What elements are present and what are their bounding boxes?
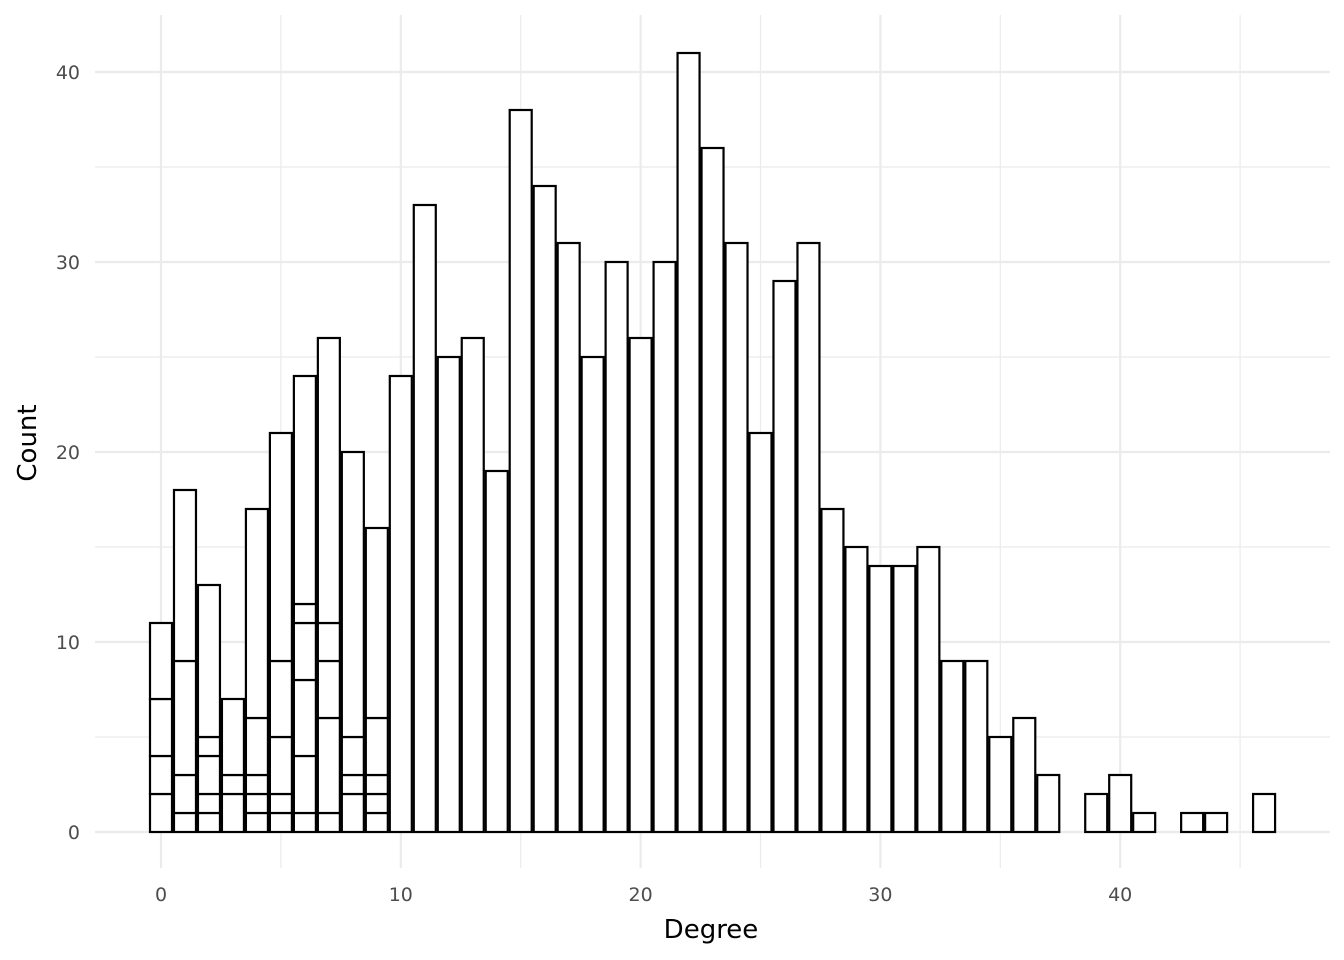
histogram-bar [172, 773, 198, 815]
histogram-bar [652, 260, 677, 834]
histogram-bar [1204, 811, 1229, 834]
histogram-bar [340, 450, 365, 739]
histogram-bar [388, 374, 413, 834]
histogram-bar [220, 792, 246, 834]
histogram-bar [316, 716, 341, 815]
histogram-bar [340, 792, 365, 834]
histogram-bar [268, 792, 293, 815]
histogram-bar [172, 811, 198, 834]
histogram-bar [340, 773, 365, 796]
histogram-bar [172, 659, 198, 777]
histogram-bar [844, 545, 869, 834]
histogram-bar [220, 697, 246, 777]
histogram-bar [268, 811, 293, 834]
histogram-bar [244, 773, 270, 796]
histogram-bar [220, 773, 246, 796]
histogram-bar [964, 659, 989, 834]
histogram-bar [292, 621, 317, 682]
histogram-bar [676, 51, 701, 834]
histogram-bar [508, 108, 533, 834]
histogram-bar [724, 241, 749, 834]
histogram-bar [268, 659, 293, 739]
histogram-bar [364, 526, 389, 720]
histogram-bar [364, 792, 389, 815]
histogram-bar [268, 735, 293, 796]
histogram-bar [292, 602, 317, 625]
x-tick-label: 20 [629, 884, 653, 906]
histogram-bar [868, 564, 893, 834]
histogram-bar [148, 754, 174, 796]
histogram-bar [796, 241, 821, 834]
histogram-bar [412, 203, 437, 834]
histogram-bar [148, 697, 174, 758]
histogram-bar [316, 811, 341, 834]
histogram-bar [292, 811, 317, 834]
histogram-bar [604, 260, 629, 834]
histogram-bar [244, 811, 270, 834]
histogram-bar [460, 336, 485, 834]
x-axis-title: Degree [664, 915, 759, 945]
y-tick-label: 0 [68, 822, 80, 844]
bar-layer [148, 51, 1277, 834]
histogram-bar [772, 279, 797, 834]
histogram-bar [196, 811, 222, 834]
histogram-bar [1108, 773, 1133, 834]
histogram-bar [484, 469, 509, 834]
tick-label-layer: 0 10 20 30 40 0 10 20 30 40 [56, 62, 1132, 906]
histogram-bar [1036, 773, 1061, 834]
y-tick-label: 30 [56, 252, 80, 274]
histogram-bar [436, 355, 461, 834]
histogram-bar [628, 336, 653, 834]
histogram-bar [148, 792, 174, 834]
histogram-bar [1180, 811, 1205, 834]
histogram-bar [172, 488, 198, 663]
histogram-bar [244, 792, 270, 815]
histogram-bar [244, 716, 270, 777]
histogram-bar [1251, 792, 1277, 834]
histogram-bar [316, 659, 341, 720]
histogram-bar [364, 773, 389, 796]
y-tick-label: 40 [56, 62, 80, 84]
y-tick-label: 20 [56, 442, 80, 464]
histogram-bar [1132, 811, 1157, 834]
histogram-bar [556, 241, 581, 834]
x-tick-label: 40 [1108, 884, 1132, 906]
x-tick-label: 0 [155, 884, 167, 906]
histogram-bar [196, 735, 222, 758]
histogram-bar [892, 564, 917, 834]
histogram-bar [268, 431, 293, 663]
histogram-bar [700, 146, 725, 834]
x-tick-label: 30 [868, 884, 892, 906]
histogram-bar [940, 659, 965, 834]
y-axis-title: Count [13, 404, 43, 481]
histogram-bar [1012, 716, 1037, 834]
histogram-bar [580, 355, 605, 834]
histogram-bar [196, 754, 222, 796]
histogram-bar [988, 735, 1013, 834]
histogram-bar [292, 678, 317, 758]
histogram-bar [364, 811, 389, 834]
histogram-bar [916, 545, 941, 834]
histogram-bar [196, 583, 222, 739]
histogram-bar [1084, 792, 1109, 834]
y-tick-label: 10 [56, 632, 80, 654]
histogram-bar [148, 621, 174, 701]
x-tick-label: 10 [389, 884, 413, 906]
histogram-bar [316, 336, 341, 625]
histogram-bar [292, 754, 317, 815]
histogram-bar [292, 374, 317, 606]
histogram-bar [532, 184, 557, 834]
histogram-bar [820, 507, 845, 834]
histogram-bar [244, 507, 270, 720]
histogram-bar [196, 792, 222, 815]
histogram-bar [316, 621, 341, 663]
histogram-bar [748, 431, 773, 834]
histogram-bar [340, 735, 365, 777]
histogram-bar [364, 716, 389, 777]
